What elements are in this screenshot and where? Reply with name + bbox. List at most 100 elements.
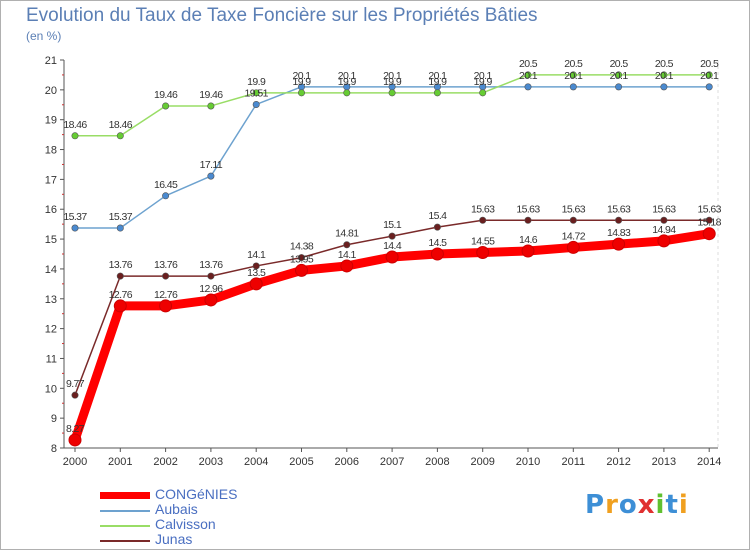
data-label: 15.1 [383,219,402,231]
data-point [162,192,170,200]
legend-label-congenies: CONGéNIES [155,486,238,502]
y-tick-label: 21 [45,55,57,67]
legend-swatch-aubais [100,510,150,512]
logo-letter: i [678,490,689,520]
x-tick-label: 2011 [561,456,585,468]
data-label: 14.6 [519,234,538,246]
data-label: 13.5 [247,267,266,279]
data-point [295,263,308,277]
data-label: 15.63 [516,203,540,215]
data-label: 20.1 [564,70,583,82]
data-point [385,250,399,264]
data-point [207,172,215,180]
data-label: 19.9 [428,76,447,88]
y-tick-label: 20 [45,85,57,97]
data-point [340,259,354,273]
y-tick-label: 11 [46,353,57,365]
data-point [388,89,396,97]
data-point [705,216,713,224]
legend-swatch-congenies [100,492,150,499]
data-label: 20.5 [610,58,629,70]
legend-label-calvisson: Calvisson [155,516,216,532]
data-label: 20.1 [700,70,719,82]
data-point [433,89,441,97]
y-tick-label: 19 [45,115,57,127]
data-point [566,240,580,254]
x-tick-label: 2004 [244,456,268,468]
logo-letter: i [655,490,666,520]
data-point [430,247,444,261]
data-label: 19.51 [245,87,269,99]
data-point [479,89,487,97]
y-tick-label: 14 [45,264,57,276]
data-label: 14.1 [338,249,357,261]
data-label: 19.9 [383,76,402,88]
x-tick-label: 2005 [289,456,313,468]
data-point [252,100,260,108]
data-point [524,83,532,91]
data-point [569,71,577,79]
data-label: 13.76 [199,259,223,271]
y-tick-label: 16 [45,204,57,216]
data-label: 15.63 [652,203,676,215]
data-point [657,234,671,248]
data-point [68,433,82,447]
data-point [612,237,626,251]
legend-swatch-calvisson [100,525,150,527]
data-point [162,102,170,110]
data-point [524,71,532,79]
data-label: 14.5 [428,237,447,249]
data-point [116,132,124,140]
data-label: 19.46 [154,89,178,101]
x-tick-label: 2001 [108,456,132,468]
data-point [71,132,79,140]
data-label: 14.72 [562,230,586,242]
data-label: 8.27 [66,423,85,435]
data-label: 20.1 [428,70,447,82]
y-tick-label: 13 [45,294,57,306]
data-label: 20.1 [383,70,402,82]
data-point [207,102,215,110]
data-point [615,71,623,79]
x-tick-label: 2013 [652,456,676,468]
data-point [660,83,668,91]
data-label: 15.37 [109,211,133,223]
data-label: 20.1 [292,70,311,82]
data-label: 19.46 [199,89,223,101]
data-label: 15.63 [607,203,631,215]
data-label: 14.1 [247,249,266,261]
logo-letter: t [665,490,679,520]
data-point [705,83,713,91]
data-label: 19.9 [247,76,266,88]
data-label: 20.5 [700,58,719,70]
data-point [297,89,305,97]
x-tick-label: 2002 [153,456,177,468]
y-tick-label: 9 [51,413,57,425]
data-label: 15.4 [428,210,447,222]
data-point [162,272,170,280]
data-point [249,277,263,291]
data-point [343,241,351,249]
data-label: 20.1 [655,70,674,82]
data-point [71,391,79,399]
data-label: 20.1 [474,70,493,82]
x-tick-label: 2007 [380,456,404,468]
x-tick-label: 2010 [516,456,540,468]
data-point [569,83,577,91]
data-point [204,293,218,307]
data-label: 20.1 [610,70,629,82]
data-label: 20.1 [338,70,357,82]
x-tick-label: 2006 [335,456,359,468]
data-label: 19.9 [474,76,493,88]
data-label: 13.76 [109,259,133,271]
y-tick-label: 12 [45,324,57,336]
data-point [702,227,716,241]
data-label: 18.46 [109,119,133,131]
data-label: 14.81 [335,228,359,240]
data-point [113,299,127,313]
x-tick-label: 2008 [425,456,449,468]
data-point [159,299,173,313]
data-point [433,223,441,231]
data-label: 19.9 [338,76,357,88]
